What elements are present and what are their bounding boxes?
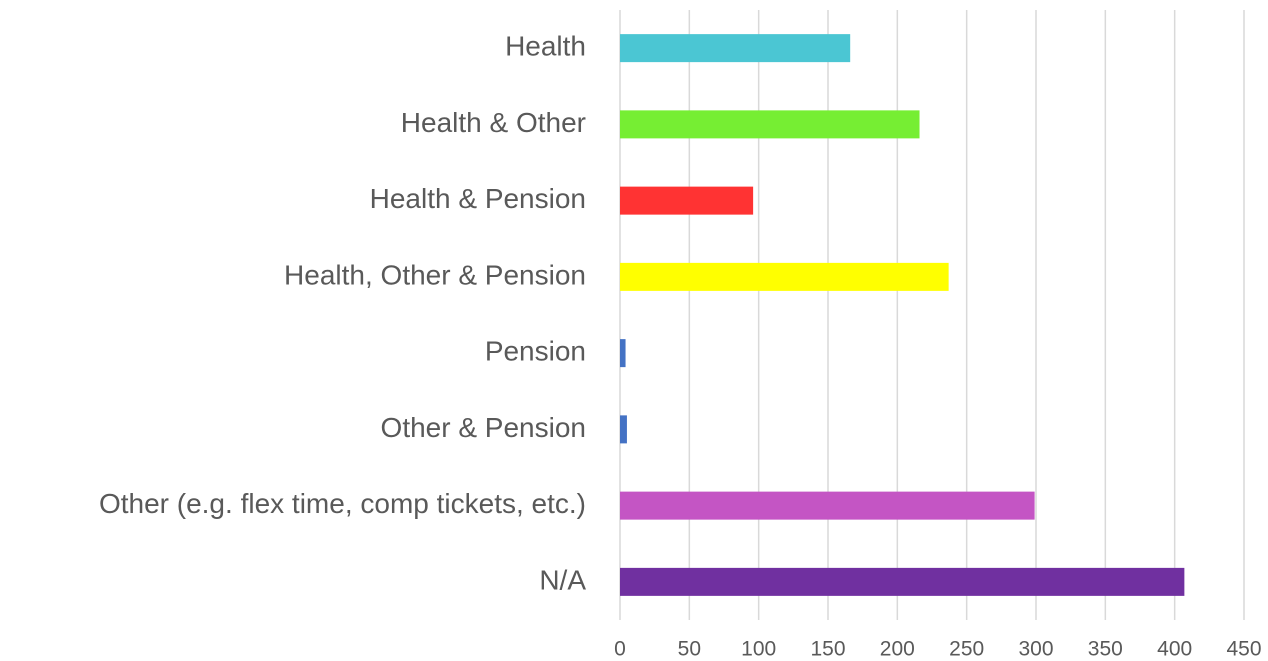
bar	[620, 567, 1185, 596]
category-label: Other (e.g. flex time, comp tickets, etc…	[99, 488, 586, 519]
x-tick-label: 200	[880, 638, 915, 661]
category-label: Pension	[485, 336, 586, 367]
x-tick-label: 300	[1018, 638, 1053, 661]
bar	[620, 491, 1035, 520]
x-tick-label: 400	[1157, 638, 1192, 661]
x-tick-label: 100	[741, 638, 776, 661]
category-label: Health	[505, 31, 586, 62]
bar	[620, 339, 626, 368]
bar	[620, 110, 920, 139]
bar	[620, 262, 949, 291]
bar	[620, 34, 851, 63]
x-tick-label: 350	[1088, 638, 1123, 661]
x-tick-label: 150	[810, 638, 845, 661]
x-tick-label: 50	[678, 638, 701, 661]
category-label: Other & Pension	[381, 412, 586, 443]
bar	[620, 186, 754, 215]
x-tick-label: 450	[1226, 638, 1261, 661]
category-label: Health & Pension	[370, 183, 586, 214]
x-tick-label: 0	[614, 638, 626, 661]
category-label: Health, Other & Pension	[284, 259, 586, 290]
bar	[620, 415, 627, 444]
category-label: Health & Other	[401, 107, 586, 138]
x-tick-label: 250	[949, 638, 984, 661]
category-label: N/A	[539, 564, 586, 595]
